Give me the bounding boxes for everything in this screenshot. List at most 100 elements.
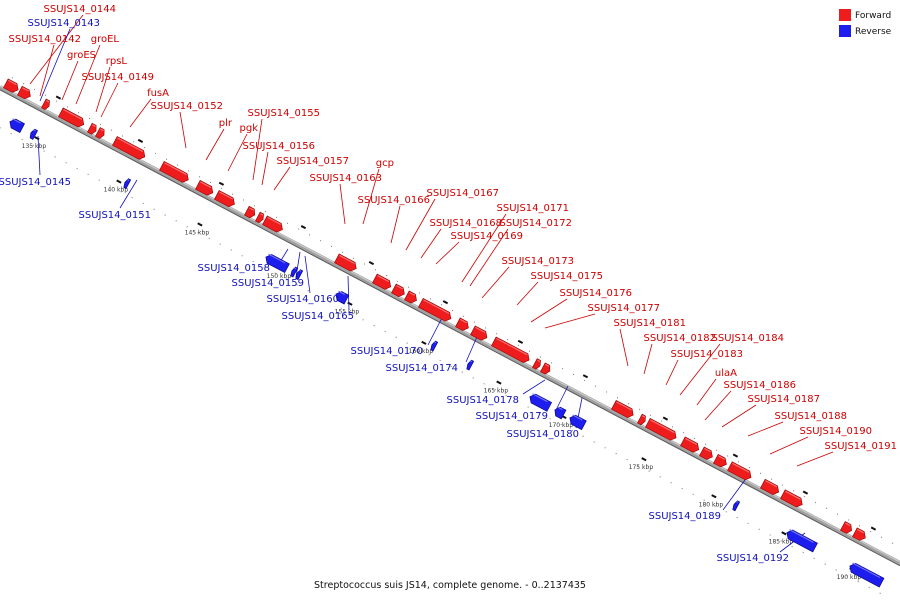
forward-gene[interactable] (244, 205, 257, 219)
forward-gene[interactable] (95, 127, 106, 140)
reverse-gene[interactable] (264, 253, 290, 274)
reverse-gene[interactable] (430, 340, 439, 352)
forward-gene[interactable] (491, 336, 531, 365)
forward-gene[interactable] (41, 98, 51, 111)
gene-label-ssujs14-0171[interactable]: SSUJS14_0171 (497, 203, 570, 214)
gene-label-groel[interactable]: groEL (91, 34, 120, 45)
forward-gene[interactable] (391, 283, 406, 298)
gene-label-ssujs14-0180[interactable]: SSUJS14_0180 (507, 429, 580, 440)
reverse-gene[interactable] (553, 405, 567, 420)
gene-label-ssujs14-0168[interactable]: SSUJS14_0168 (430, 218, 503, 229)
gene-label-ssujs14-0173[interactable]: SSUJS14_0173 (502, 256, 575, 267)
reverse-gene[interactable] (568, 413, 587, 431)
forward-gene[interactable] (455, 317, 470, 332)
forward-gene[interactable] (852, 527, 867, 542)
gene-label-ssujs14-0149[interactable]: SSUJS14_0149 (82, 72, 155, 83)
gene-label-ssujs14-0156[interactable]: SSUJS14_0156 (243, 141, 316, 152)
gene-label-ssujs14-0189[interactable]: SSUJS14_0189 (649, 511, 722, 522)
gene-label-ssujs14-0191[interactable]: SSUJS14_0191 (825, 441, 898, 452)
gene-label-ssujs14-0175[interactable]: SSUJS14_0175 (531, 271, 604, 282)
gene-label-ssujs14-0160[interactable]: SSUJS14_0160 (267, 294, 340, 305)
forward-gene[interactable] (255, 211, 265, 224)
gene-label-ssujs14-0144[interactable]: SSUJS14_0144 (44, 4, 117, 15)
gene-label-ssujs14-0170[interactable]: SSUJS14_0170 (351, 346, 424, 357)
gene-label-gcp[interactable]: gcp (376, 158, 394, 169)
gene-label-rpsl[interactable]: rpsL (106, 56, 128, 67)
forward-gene[interactable] (470, 325, 489, 342)
gene-label-ssujs14-0186[interactable]: SSUJS14_0186 (724, 380, 797, 391)
reverse-gene[interactable] (848, 561, 885, 588)
forward-gene[interactable] (404, 290, 418, 305)
reverse-gene[interactable] (466, 359, 475, 371)
gene-label-ssujs14-0157[interactable]: SSUJS14_0157 (277, 156, 350, 167)
forward-gene[interactable] (17, 85, 32, 100)
reverse-gene[interactable] (123, 178, 132, 190)
forward-gene[interactable] (58, 107, 86, 129)
gene-label-ssujs14-0181[interactable]: SSUJS14_0181 (614, 318, 687, 329)
gene-label-ssujs14-0151[interactable]: SSUJS14_0151 (79, 210, 152, 221)
forward-gene[interactable] (637, 413, 647, 426)
gene-label-fusa[interactable]: fusA (147, 88, 169, 99)
gene-label-ssujs14-0178[interactable]: SSUJS14_0178 (447, 395, 520, 406)
forward-gene[interactable] (611, 400, 635, 419)
gene-label-ssujs14-0167[interactable]: SSUJS14_0167 (427, 188, 500, 199)
reverse-gene[interactable] (8, 117, 25, 133)
forward-gene[interactable] (334, 253, 358, 273)
position-dot (538, 412, 540, 414)
reverse-gene[interactable] (732, 500, 741, 512)
forward-gene[interactable] (262, 215, 284, 234)
reverse-gene[interactable] (29, 128, 39, 140)
gene-label-ssujs14-0166[interactable]: SSUJS14_0166 (358, 195, 431, 206)
gene-label-ssujs14-0176[interactable]: SSUJS14_0176 (560, 288, 633, 299)
forward-gene[interactable] (3, 78, 20, 94)
forward-gene[interactable] (195, 180, 215, 197)
gene-label-ssujs14-0174[interactable]: SSUJS14_0174 (386, 363, 459, 374)
gene-label-ssujs14-0184[interactable]: SSUJS14_0184 (712, 333, 785, 344)
forward-gene[interactable] (532, 358, 542, 371)
gene-label-ssujs14-0188[interactable]: SSUJS14_0188 (775, 411, 848, 422)
reverse-gene[interactable] (785, 528, 818, 553)
forward-gene[interactable] (713, 453, 728, 468)
gene-label-ssujs14-0143[interactable]: SSUJS14_0143 (28, 18, 101, 29)
position-dot (857, 581, 859, 583)
reverse-gene[interactable] (295, 269, 304, 281)
forward-gene[interactable] (680, 436, 701, 454)
forward-gene[interactable] (372, 273, 393, 291)
forward-gene[interactable] (418, 297, 453, 323)
gene-label-ulaa[interactable]: ulaA (715, 368, 737, 379)
gene-label-ssujs14-0179[interactable]: SSUJS14_0179 (476, 411, 549, 422)
gene-label-ssujs14-0155[interactable]: SSUJS14_0155 (248, 108, 321, 119)
gene-label-ssujs14-0177[interactable]: SSUJS14_0177 (588, 303, 661, 314)
reverse-gene[interactable] (334, 290, 350, 305)
gene-label-ssujs14-0182[interactable]: SSUJS14_0182 (644, 333, 717, 344)
gene-label-ssujs14-0183[interactable]: SSUJS14_0183 (671, 349, 744, 360)
gene-label-plr[interactable]: plr (219, 118, 233, 129)
gene-label-pgk[interactable]: pgk (240, 123, 259, 134)
gene-label-ssujs14-0187[interactable]: SSUJS14_0187 (748, 394, 821, 405)
gene-label-ssujs14-0152[interactable]: SSUJS14_0152 (151, 101, 224, 112)
gene-label-ssujs14-0159[interactable]: SSUJS14_0159 (232, 278, 305, 289)
forward-gene[interactable] (760, 478, 781, 496)
forward-gene[interactable] (159, 160, 190, 184)
gene-label-ssujs14-0192[interactable]: SSUJS14_0192 (717, 553, 790, 564)
reverse-gene[interactable] (528, 392, 553, 412)
gene-label-groes[interactable]: groES (67, 50, 96, 61)
gene-label-ssujs14-0142[interactable]: SSUJS14_0142 (9, 34, 82, 45)
forward-gene[interactable] (840, 521, 854, 536)
forward-gene[interactable] (214, 190, 236, 208)
gene-label-ssujs14-0172[interactable]: SSUJS14_0172 (500, 218, 573, 229)
gene-label-ssujs14-0165[interactable]: SSUJS14_0165 (282, 311, 355, 322)
forward-gene[interactable] (699, 446, 714, 461)
gene-label-ssujs14-0169[interactable]: SSUJS14_0169 (451, 231, 524, 242)
gene-label-ssujs14-0163[interactable]: SSUJS14_0163 (310, 173, 383, 184)
gene-label-ssujs14-0158[interactable]: SSUJS14_0158 (198, 263, 271, 274)
forward-gene[interactable] (87, 122, 98, 135)
gene-label-ssujs14-0145[interactable]: SSUJS14_0145 (0, 177, 71, 188)
forward-gene[interactable] (540, 362, 552, 376)
forward-gene[interactable] (727, 461, 753, 482)
forward-gene[interactable] (112, 136, 147, 162)
forward-gene[interactable] (645, 418, 678, 442)
forward-gene[interactable] (780, 489, 804, 509)
gene-label-ssujs14-0190[interactable]: SSUJS14_0190 (800, 426, 873, 437)
reverse-gene[interactable] (290, 266, 299, 278)
